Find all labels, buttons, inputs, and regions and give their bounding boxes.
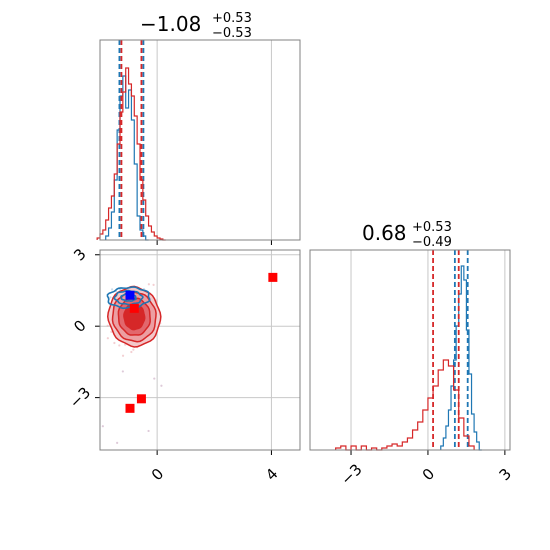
scatter-point <box>147 429 150 433</box>
scatter-point <box>101 425 104 428</box>
y-tick-label: 0 <box>70 316 89 335</box>
scatter-point <box>106 337 109 340</box>
red-square-marker <box>129 303 139 313</box>
scatter-frame <box>99 249 301 451</box>
histogram-panel-bottom-right: −3 0 3 <box>309 249 515 489</box>
scatter-point <box>130 350 133 354</box>
x-tick-label: 0 <box>148 465 167 484</box>
x-tick-label: 3 <box>496 465 515 484</box>
scatter-point <box>110 288 114 291</box>
histogram-series-0 <box>105 75 149 241</box>
histogram-series-1 <box>96 67 166 241</box>
scatter-point <box>132 348 135 351</box>
scatter-point <box>110 330 113 333</box>
scatter-point <box>109 296 112 299</box>
title-panel-1: −1.08 +0.53 −0.53 <box>140 11 252 41</box>
red-square-marker <box>125 403 135 413</box>
blue-contour <box>113 289 144 306</box>
scatter-point <box>106 324 109 327</box>
red-square-marker <box>136 394 146 404</box>
title-sub-3: −0.49 <box>412 235 452 250</box>
scatter-panel-bottom-left: 0 4 −3 0 3 <box>66 245 301 484</box>
title-sub-1: −0.53 <box>212 26 252 41</box>
histogram-series-0 <box>440 265 482 451</box>
title-sup-1: +0.53 <box>212 11 252 26</box>
title-sup-3: +0.53 <box>412 220 452 235</box>
x-tick-label: 4 <box>262 465 281 484</box>
red-square-marker <box>268 272 278 282</box>
scatter-point <box>118 344 121 347</box>
scatter-point <box>153 377 156 380</box>
histogram-series-1 <box>335 359 475 451</box>
x-tick-label: 0 <box>419 465 438 484</box>
title-panel-3: 0.68 +0.53 −0.49 <box>362 220 452 250</box>
y-tick-label: 3 <box>70 245 89 264</box>
title-main-1: −1.08 <box>140 12 201 36</box>
title-main-3: 0.68 <box>362 221 407 245</box>
hist-frame <box>99 39 301 241</box>
scatter-point <box>113 341 116 345</box>
scatter-point <box>119 288 122 291</box>
hist-frame <box>309 249 511 451</box>
scatter-point <box>152 283 155 286</box>
scatter-point <box>160 384 163 387</box>
scatter-point <box>121 354 125 357</box>
scatter-point <box>121 370 124 373</box>
histogram-panel-top-left <box>96 39 301 245</box>
scatter-point <box>147 283 150 286</box>
y-tick-label: −3 <box>66 383 94 411</box>
x-tick-label: −3 <box>337 460 365 488</box>
scatter-point <box>116 441 119 444</box>
blue-square-marker <box>125 290 135 300</box>
